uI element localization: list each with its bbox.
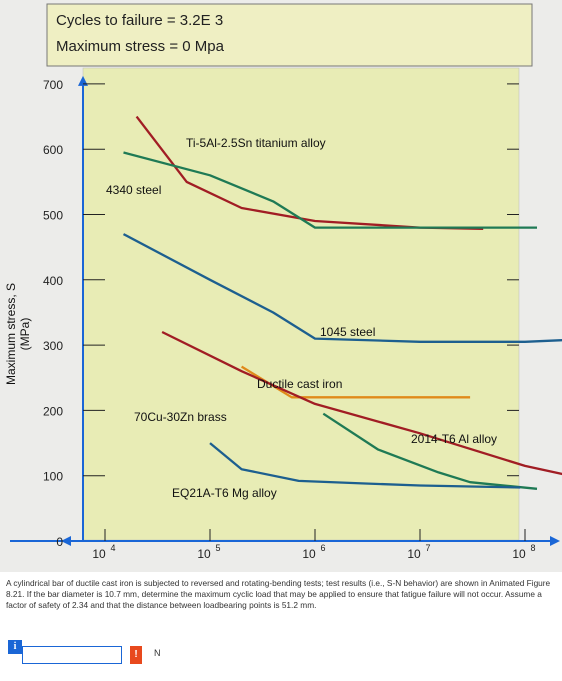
x-tick-exponent: 5 xyxy=(215,543,220,553)
y-tick-label: 100 xyxy=(43,470,63,484)
info-cycles: Cycles to failure = 3.2E 3 xyxy=(56,12,223,29)
x-tick-label: 10 xyxy=(197,547,211,561)
unit-label: N xyxy=(154,648,161,658)
warning-icon[interactable]: ! xyxy=(130,646,142,664)
x-tick-label: 10 xyxy=(512,547,526,561)
series-line-4 xyxy=(161,330,562,476)
curve-label-0: Ti-5Al-2.5Sn titanium alloy xyxy=(186,136,326,150)
x-tick-label: 10 xyxy=(407,547,421,561)
x-tick-exponent: 6 xyxy=(320,543,325,553)
series-line-1 xyxy=(123,151,537,229)
x-axis-arrow-right xyxy=(550,536,560,546)
y-tick-label: 0 xyxy=(56,535,63,549)
x-axis-arrow-left xyxy=(61,536,71,546)
curve-label-4: 70Cu-30Zn brass xyxy=(134,410,227,424)
answer-input[interactable] xyxy=(22,646,122,664)
curve-label-2: 1045 steel xyxy=(320,325,375,339)
answer-row: i ! N xyxy=(6,640,206,668)
y-tick-label: 600 xyxy=(43,143,63,157)
y-tick-label: 400 xyxy=(43,274,63,288)
x-tick-label: 10 xyxy=(92,547,106,561)
y-axis-label: Maximum stress, S (MPa) xyxy=(4,283,32,386)
series-line-2 xyxy=(122,233,562,343)
sn-chart: Cycles to failure = 3.2E 3 Maximum stres… xyxy=(10,3,562,561)
curve-label-5: 2014-T6 Al alloy xyxy=(411,432,497,446)
series-line-5 xyxy=(322,412,538,490)
y-tick-label: 500 xyxy=(43,209,63,223)
problem-text: A cylindrical bar of ductile cast iron i… xyxy=(6,578,551,610)
sn-figure: Cycles to failure = 3.2E 3 Maximum stres… xyxy=(0,0,562,572)
x-tick-label: 10 xyxy=(302,547,316,561)
curve-label-1: 4340 steel xyxy=(106,183,161,197)
x-tick-exponent: 8 xyxy=(530,543,535,553)
info-box xyxy=(46,3,533,67)
y-tick-label: 200 xyxy=(43,404,63,418)
info-stress: Maximum stress = 0 Mpa xyxy=(56,38,225,55)
y-tick-label: 700 xyxy=(43,78,63,92)
plot-area xyxy=(82,67,520,541)
curve-label-6: EQ21A-T6 Mg alloy xyxy=(172,486,277,500)
x-tick-exponent: 4 xyxy=(110,543,115,553)
series-line-6 xyxy=(209,442,521,489)
info-icon[interactable]: i xyxy=(8,640,22,654)
curve-label-3: Ductile cast iron xyxy=(257,377,342,391)
x-tick-exponent: 7 xyxy=(425,543,430,553)
y-tick-label: 300 xyxy=(43,339,63,353)
